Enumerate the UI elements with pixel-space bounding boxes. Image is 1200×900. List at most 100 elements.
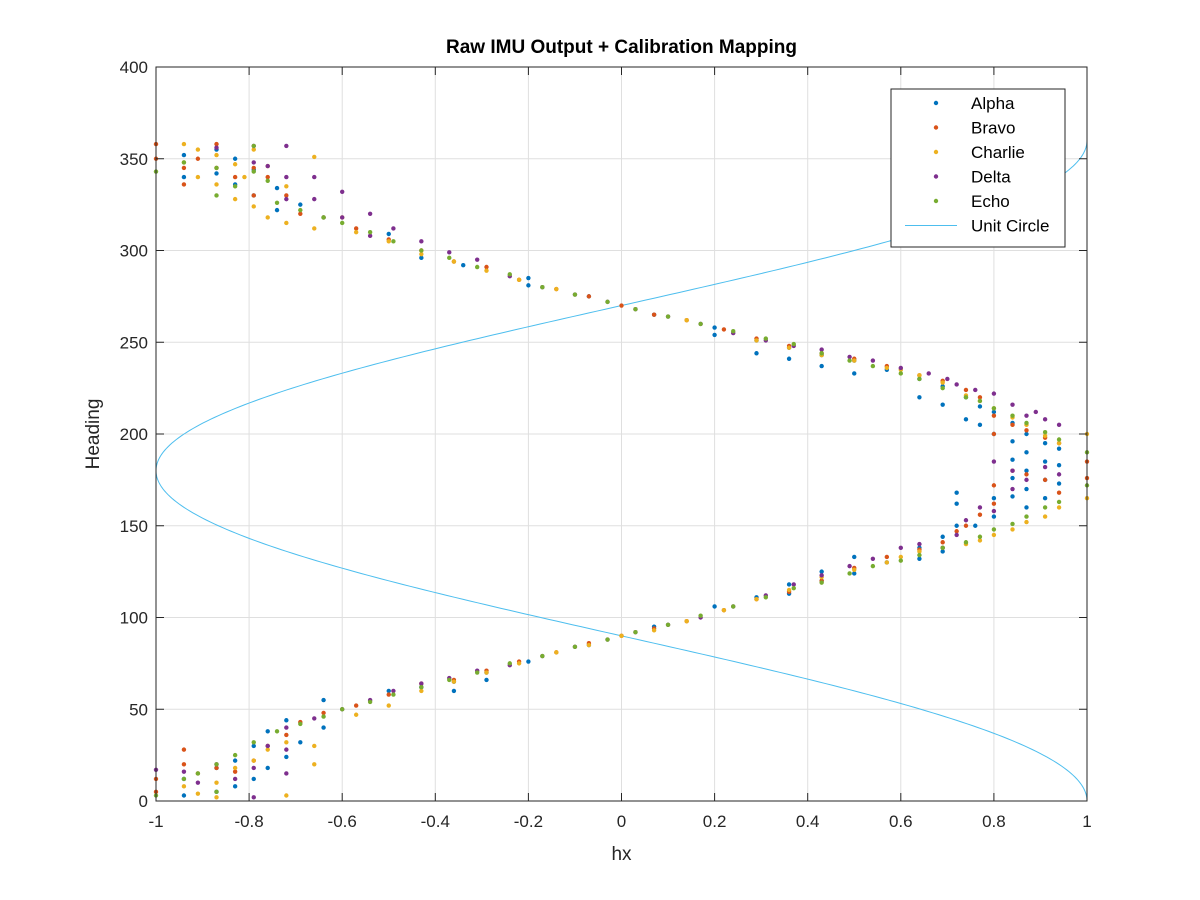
data-point-alpha — [251, 776, 256, 782]
data-point-echo — [340, 707, 345, 712]
data-point-delta — [1024, 413, 1029, 418]
data-point-echo — [1042, 505, 1048, 510]
data-point-delta — [284, 747, 289, 752]
data-point-bravo — [195, 156, 201, 161]
data-point-alpha — [954, 490, 959, 495]
data-point-echo — [698, 613, 703, 618]
data-point-alpha — [298, 740, 303, 745]
data-point-bravo — [214, 765, 219, 771]
data-point-echo — [1056, 499, 1062, 505]
data-point-bravo — [181, 762, 187, 767]
data-point-delta — [1010, 486, 1015, 492]
data-point-echo — [940, 385, 945, 391]
data-point-delta — [1033, 409, 1039, 415]
data-point-alpha — [232, 156, 238, 161]
data-point-delta — [391, 688, 396, 694]
y-axis-title: Heading — [83, 399, 104, 470]
data-point-delta — [898, 545, 903, 550]
data-point-echo — [367, 699, 373, 705]
data-point-alpha — [1010, 457, 1015, 462]
data-point-delta — [340, 215, 345, 220]
data-point-echo — [763, 595, 769, 600]
data-point-delta — [367, 211, 373, 216]
data-point-alpha — [451, 688, 457, 694]
data-point-echo — [731, 329, 736, 334]
data-point-delta — [977, 505, 983, 510]
data-point-bravo — [651, 312, 657, 317]
data-point-bravo — [1024, 472, 1029, 477]
data-point-delta — [447, 250, 452, 255]
data-point-bravo — [265, 174, 270, 180]
data-point-delta — [419, 681, 424, 686]
data-point-charlie — [265, 747, 270, 752]
scatter-points — [153, 141, 1090, 800]
legend-label-charlie: Charlie — [971, 143, 1025, 162]
data-point-charlie — [786, 345, 792, 350]
data-point-echo — [214, 789, 219, 795]
data-point-charlie — [917, 549, 922, 554]
data-point-alpha — [819, 363, 824, 369]
x-tick-label: -0.2 — [514, 812, 543, 831]
data-point-charlie — [284, 184, 289, 189]
legend-swatch-bravo — [933, 125, 939, 130]
data-point-delta — [870, 556, 876, 561]
data-point-charlie — [251, 204, 256, 209]
data-point-delta — [1010, 402, 1015, 407]
data-point-alpha — [973, 523, 978, 528]
data-point-charlie — [214, 182, 219, 187]
data-point-charlie — [516, 661, 522, 666]
data-point-charlie — [195, 174, 201, 180]
data-point-charlie — [353, 712, 359, 717]
data-point-charlie — [651, 628, 657, 633]
legend-box — [890, 88, 1066, 248]
x-tick-label: 0.8 — [982, 812, 1006, 831]
data-point-delta — [991, 459, 997, 464]
data-point-charlie — [265, 215, 270, 220]
data-point-alpha — [712, 604, 717, 609]
data-point-charlie — [214, 780, 219, 785]
data-point-echo — [251, 740, 256, 745]
data-point-echo — [991, 527, 997, 532]
data-point-charlie — [214, 152, 219, 158]
data-point-delta — [312, 196, 317, 202]
legend-label-alpha: Alpha — [971, 94, 1015, 113]
data-point-echo — [898, 371, 903, 376]
x-tick-label: 0 — [617, 812, 626, 831]
data-point-delta — [917, 541, 922, 547]
data-point-delta — [340, 189, 345, 194]
data-point-echo — [391, 692, 396, 697]
data-point-charlie — [977, 538, 983, 543]
data-point-echo — [214, 762, 219, 767]
x-tick-label: -0.4 — [421, 812, 450, 831]
data-point-charlie — [484, 268, 489, 273]
data-point-alpha — [1024, 505, 1029, 510]
data-point-alpha — [251, 743, 256, 749]
data-point-delta — [251, 765, 256, 771]
data-point-charlie — [754, 338, 759, 343]
data-point-alpha — [991, 496, 997, 501]
data-point-bravo — [251, 193, 256, 198]
data-point-charlie — [214, 795, 219, 800]
data-point-echo — [665, 622, 671, 628]
data-point-charlie — [353, 229, 359, 235]
data-point-delta — [284, 174, 289, 180]
data-point-alpha — [1042, 496, 1048, 501]
data-point-charlie — [284, 220, 289, 226]
data-point-charlie — [684, 318, 689, 323]
data-point-alpha — [712, 325, 717, 330]
data-point-echo — [540, 653, 545, 659]
y-tick-label: 100 — [120, 609, 148, 628]
y-tick-label: 0 — [139, 792, 148, 811]
y-tick-label: 400 — [120, 58, 148, 77]
data-point-bravo — [991, 483, 997, 488]
data-point-bravo — [977, 512, 983, 517]
data-point-alpha — [284, 718, 289, 723]
data-point-delta — [312, 716, 317, 721]
data-point-alpha — [265, 765, 270, 771]
data-point-bravo — [1010, 422, 1015, 428]
data-point-alpha — [940, 402, 945, 407]
data-point-alpha — [386, 688, 391, 694]
data-point-alpha — [1010, 475, 1015, 481]
data-point-echo — [870, 363, 876, 369]
data-point-alpha — [321, 725, 326, 730]
